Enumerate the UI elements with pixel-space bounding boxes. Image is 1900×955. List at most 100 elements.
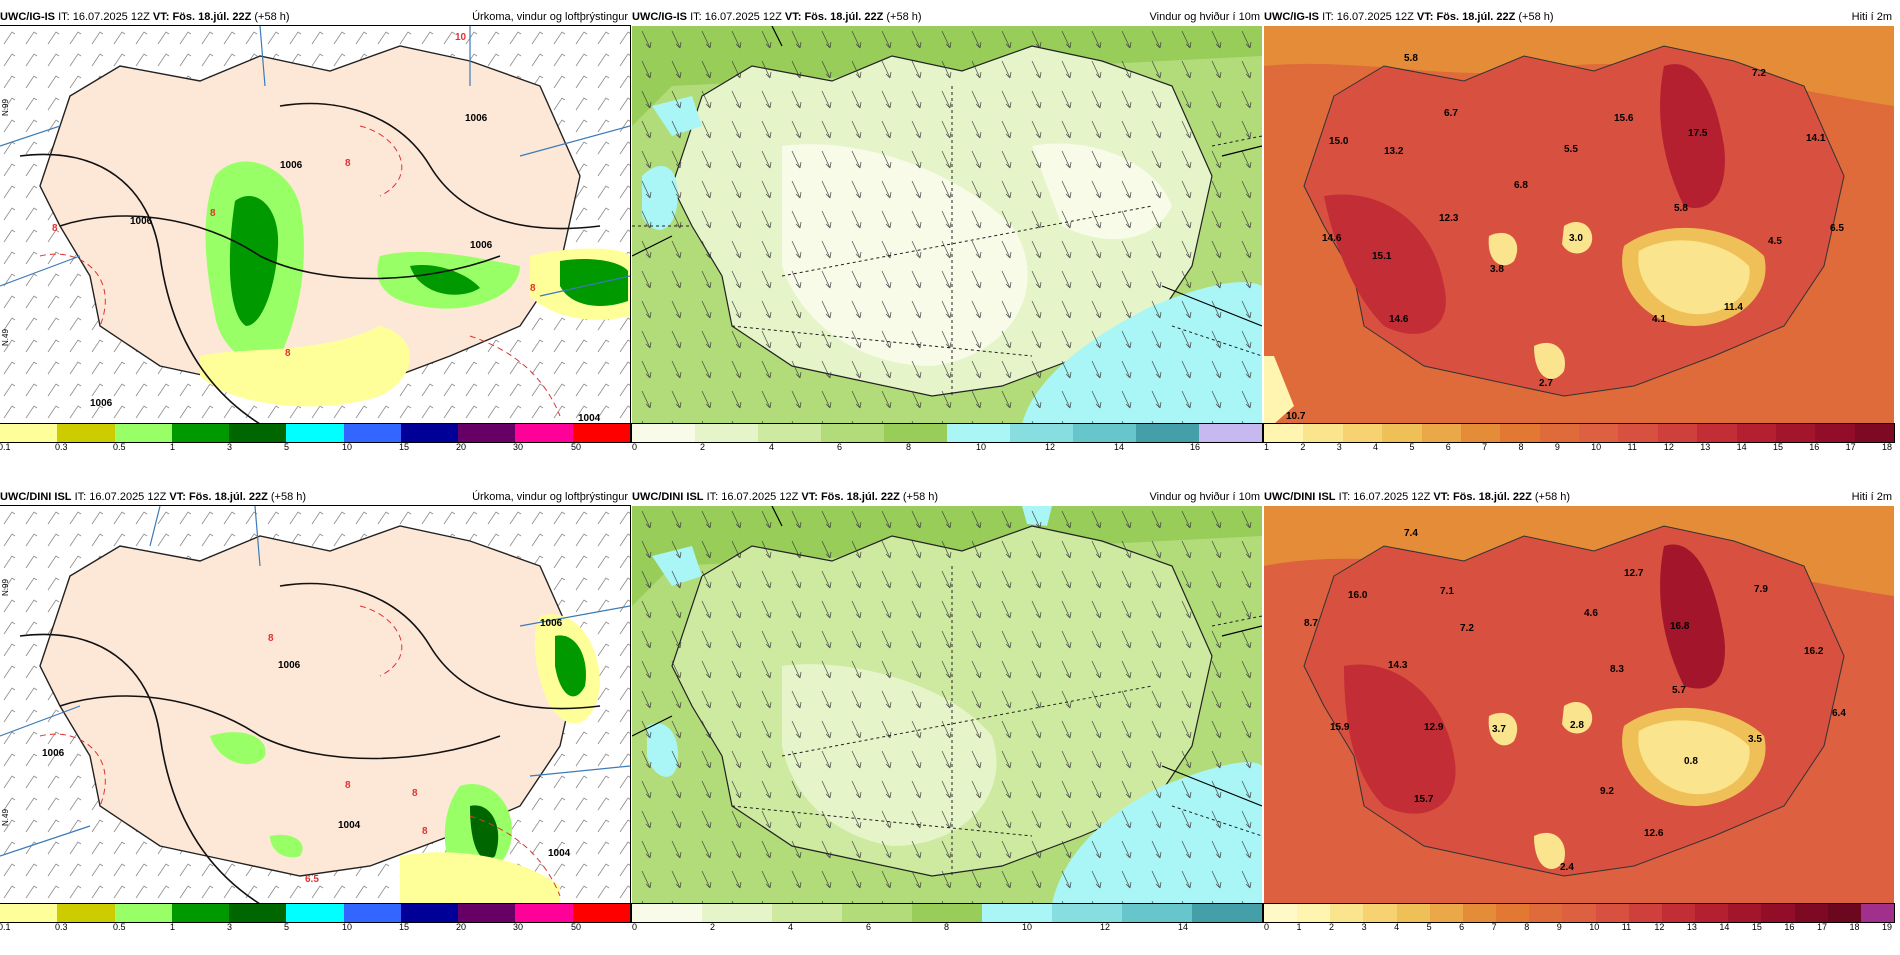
colorbar-ticks: 0.1 0.3 0.5 1 3 5 10 15 20 30 50 [0,922,630,936]
colorbar-tick: 18 [1849,922,1860,932]
it-time: 16.07.2025 12Z [72,11,150,23]
colorbar-swatch [1330,904,1364,922]
colorbar-swatch [400,424,459,442]
lat-label: N.49 [1,809,10,826]
colorbar-swatch [57,424,115,442]
colorbar-swatch [1860,904,1894,922]
temp-value-label: 5.8 [1404,53,1418,64]
isobar-label: 1006 [278,660,301,671]
colorbar-tick: 1 [170,922,176,932]
temp-label: 8 [530,283,536,294]
colorbar-swatch [286,424,344,442]
colorbar-tick: 0.5 [113,922,126,932]
temp-value-label: 3.0 [1569,233,1583,244]
vt-label: VT: [784,11,802,23]
colorbar-tick: 1 [1296,922,1302,932]
temp-value-label: 13.2 [1384,146,1404,157]
temp-value-label: 15.0 [1329,136,1349,147]
temperature-map: 5.8 6.7 15.0 13.2 5.5 15.6 17.5 7.2 14.1… [1264,26,1894,424]
colorbar-tick: 14 [1114,442,1125,452]
isobar-label: 1004 [578,413,601,424]
colorbar-tick: 15 [399,442,410,452]
panel-dini-wind: UWC/DINI ISL IT: 16.07.2025 12Z VT: Fös.… [631,488,1263,955]
colorbar-swatch [1775,424,1816,442]
colorbar-tick: 0 [632,442,638,452]
lead-time: (+58 h) [254,11,290,23]
colorbar-ticks: 0 2 4 6 8 10 12 14 16 [632,442,1262,456]
colorbar-swatch [1697,424,1737,442]
temp-label: 6.5 [305,874,319,885]
model-name: UWC/DINI ISL [0,491,72,503]
temp-value-label: 5.5 [1564,144,1578,155]
colorbar-swatch [1854,424,1894,442]
model-name: UWC/IG-IS [0,11,55,23]
colorbar-tick: 4 [1373,442,1379,452]
temp-value-label: 3.8 [1490,264,1504,275]
colorbar-tick: 10 [342,922,353,932]
panel-header: UWC/DINI ISL IT: 16.07.2025 12Z VT: Fös.… [632,488,1262,506]
temp-value-label: 2.8 [1570,720,1584,731]
colorbar-tick: 6 [837,442,843,452]
colorbar-tick: 11 [1627,442,1637,452]
colorbar-tick: 3 [1361,922,1367,932]
colorbar-tick: 8 [1518,442,1524,452]
panel-title: Hiti í 2m [1851,11,1892,23]
temp-value-label: 12.7 [1624,568,1644,579]
colorbar-swatch [1342,424,1383,442]
it-time: 16.07.2025 12Z [704,11,782,23]
panel-title: Úrkoma, vindur og loftþrýstingur [472,491,628,503]
colorbar-tick: 17 [1816,922,1827,932]
temp-value-label: 5.7 [1672,685,1686,696]
temp-value-label: 15.1 [1372,251,1392,262]
colorbar-swatch [1827,904,1861,922]
colorbar-swatch [343,904,401,922]
vt-label: VT: [1433,491,1450,503]
temp-label: 8 [285,348,291,359]
temp-value-label: 14.3 [1388,660,1408,671]
lat-label: N.49 [1,329,10,346]
it-label: IT: [1338,491,1351,503]
colorbar [1263,903,1895,923]
colorbar-tick: 12 [1045,442,1056,452]
temp-value-label: 7.4 [1404,528,1418,539]
colorbar-ticks: 1 2 3 4 5 6 7 8 9 10 11 12 13 14 15 16 17 18 [1264,442,1894,456]
colorbar-tick: 16 [1809,442,1820,452]
colorbar-tick: 20 [456,922,467,932]
colorbar-tick: 10 [976,442,987,452]
isobar-label: 1004 [548,848,571,859]
colorbar-swatch [57,904,115,922]
colorbar-tick: 9 [1554,442,1560,452]
colorbar-tick: 8 [906,442,912,452]
colorbar-swatch [1595,904,1629,922]
colorbar-swatch [229,424,287,442]
temp-value-label: 8.3 [1610,664,1624,675]
colorbar-tick: 5 [284,442,290,452]
temp-value-label: 6.7 [1444,108,1458,119]
colorbar-tick: 0.1 [0,922,11,932]
colorbar-tick: 3 [1336,442,1342,452]
colorbar-swatch [515,424,573,442]
temp-value-label: 16.0 [1348,590,1368,601]
colorbar-ticks: 0 2 4 6 8 10 12 14 [632,922,1262,936]
temp-value-label: 12.6 [1644,828,1664,839]
vt-time: Fös. 18.júl. 22Z [820,491,900,503]
colorbar-tick: 2 [700,442,706,452]
temp-value-label: 7.1 [1440,586,1454,597]
panel-header: UWC/IG-IS IT: 16.07.2025 12Z VT: Fös. 18… [1264,8,1894,26]
temp-value-label: 4.5 [1768,236,1782,247]
colorbar-tick: 6 [866,922,872,932]
colorbar-swatch [1579,424,1619,442]
colorbar-swatch [1396,904,1430,922]
model-name: UWC/IG-IS [1264,11,1319,23]
model-name: UWC/IG-IS [632,11,687,23]
colorbar-swatch [1539,424,1579,442]
temp-value-label: 16.8 [1670,621,1690,632]
colorbar-swatch [1500,424,1540,442]
colorbar-swatch [1382,424,1422,442]
colorbar-tick: 5 [1426,922,1432,932]
panel-igis-wind: UWC/IG-IS IT: 16.07.2025 12Z VT: Fös. 18… [631,8,1263,475]
precip-map: 1006 1006 1006 1004 1004 8 8 8 8 6.5 N.9… [0,505,631,905]
isobar-label: 1006 [470,240,493,251]
colorbar-swatch [982,904,1052,922]
colorbar-swatch [1052,904,1122,922]
